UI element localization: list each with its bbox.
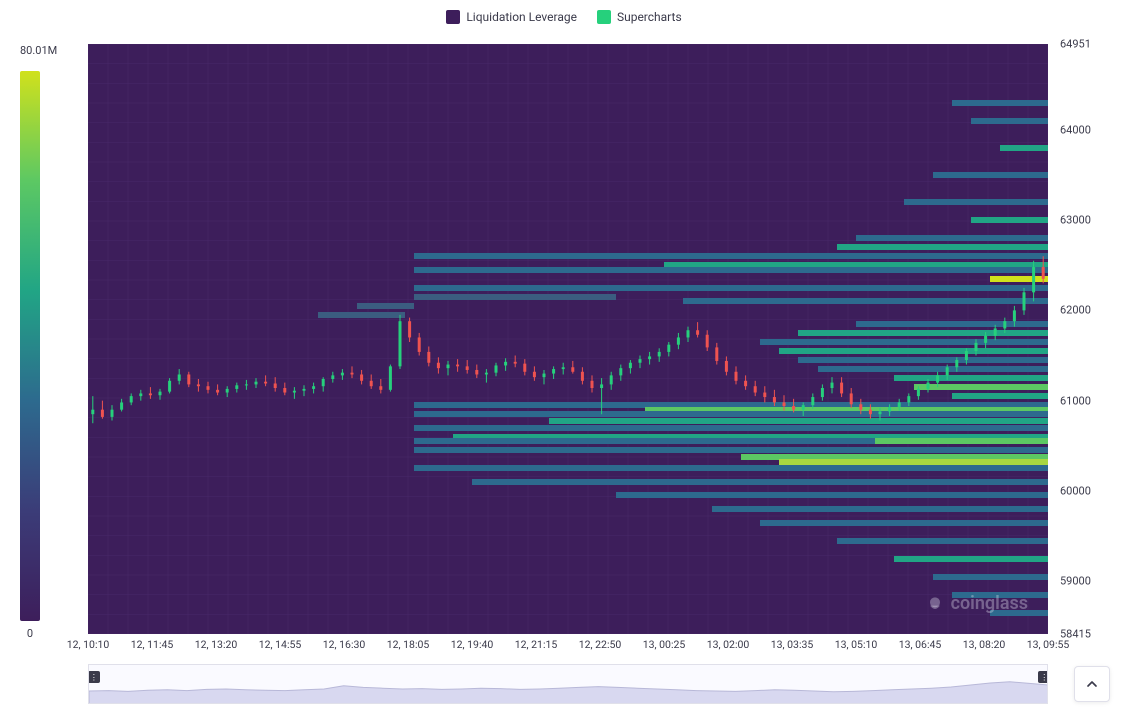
y-tick-label: 59000	[1060, 575, 1091, 588]
x-tick-label: 12, 10:10	[67, 638, 110, 651]
scroll-top-button[interactable]	[1074, 666, 1110, 702]
x-axis: 12, 10:10 12, 11:45 12, 13:20 12, 14:55 12, …	[60, 638, 1050, 658]
legend-item[interactable]: Liquidation Leverage	[446, 10, 577, 24]
chart-container: 80.01M 0 coinglass 64951 64000 63000 62000 6…	[0, 34, 1128, 654]
colorbar: 80.01M 0	[20, 44, 65, 634]
x-tick-label: 12, 16:30	[323, 638, 366, 651]
y-axis: 6495164000630006200061000600005900058415	[1052, 44, 1112, 634]
colorbar-gradient	[20, 71, 40, 621]
y-tick-label: 64000	[1060, 123, 1091, 136]
legend-swatch	[446, 10, 460, 24]
x-tick-label: 12, 11:45	[131, 638, 174, 651]
x-tick-label: 12, 22:50	[579, 638, 622, 651]
x-tick-label: 13, 09:55	[1027, 638, 1070, 651]
legend: Liquidation Leverage Supercharts	[0, 0, 1128, 34]
x-tick-label: 12, 21:15	[515, 638, 558, 651]
x-tick-label: 13, 00:25	[643, 638, 686, 651]
watermark-text: coinglass	[951, 593, 1028, 614]
scrubber-handle-left[interactable]: ⋮	[88, 671, 100, 683]
scrubber[interactable]: ⋮ ⋮	[88, 664, 1048, 704]
y-tick-label: 61000	[1060, 394, 1091, 407]
x-tick-label: 13, 08:20	[963, 638, 1006, 651]
x-tick-label: 12, 13:20	[195, 638, 238, 651]
legend-label: Liquidation Leverage	[466, 10, 577, 24]
legend-label: Supercharts	[617, 10, 682, 24]
watermark: coinglass	[925, 593, 1028, 614]
legend-item[interactable]: Supercharts	[597, 10, 682, 24]
y-tick-label: 64951	[1060, 38, 1091, 51]
x-tick-label: 12, 14:55	[259, 638, 302, 651]
y-tick-label: 60000	[1060, 484, 1091, 497]
scrubber-handle-right[interactable]: ⋮	[1038, 671, 1048, 683]
colorbar-min-label: 0	[20, 627, 40, 640]
candle-layer	[88, 44, 1048, 634]
plot-area[interactable]: coinglass	[88, 44, 1048, 634]
y-tick-label: 62000	[1060, 304, 1091, 317]
chevron-up-icon	[1084, 676, 1100, 692]
x-tick-label: 13, 03:35	[771, 638, 814, 651]
watermark-icon	[925, 594, 945, 614]
x-tick-label: 12, 19:40	[451, 638, 494, 651]
scrubber-area	[89, 665, 1048, 704]
plot-background: coinglass	[88, 44, 1048, 634]
legend-swatch	[597, 10, 611, 24]
x-tick-label: 13, 02:00	[707, 638, 750, 651]
x-tick-label: 13, 06:45	[899, 638, 942, 651]
x-tick-label: 13, 05:10	[835, 638, 878, 651]
y-tick-label: 63000	[1060, 214, 1091, 227]
colorbar-max-label: 80.01M	[20, 44, 65, 57]
x-tick-label: 12, 18:05	[387, 638, 430, 651]
